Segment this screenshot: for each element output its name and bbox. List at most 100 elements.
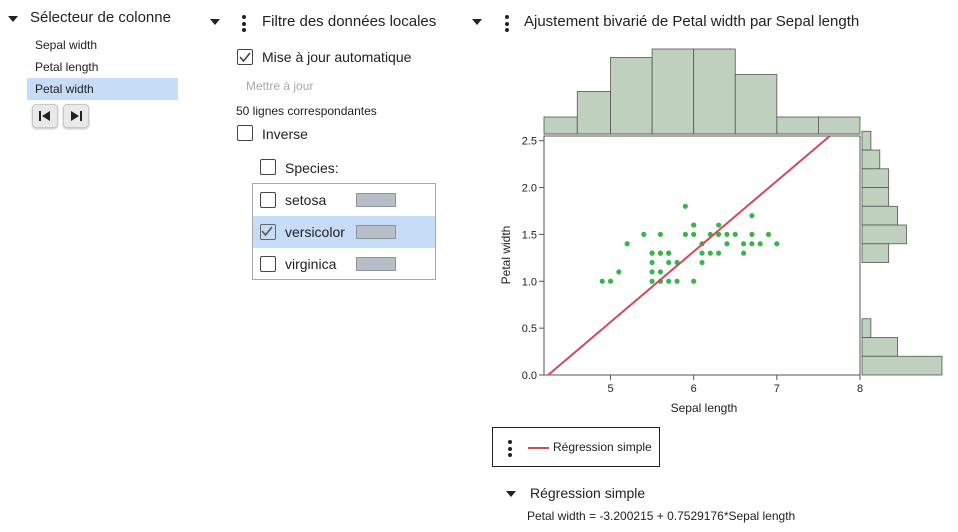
- data-point: [765, 231, 772, 238]
- x-histogram-bar: [543, 116, 578, 135]
- data-point: [699, 259, 705, 266]
- level-label: versicolor: [285, 224, 345, 240]
- inverse-label: Inverse: [262, 126, 308, 142]
- level-checkbox[interactable]: [260, 192, 276, 208]
- data-point: [691, 231, 697, 238]
- y-axis-label: Petal width: [499, 226, 513, 285]
- y-histogram-bar: [861, 205, 898, 226]
- level-color-swatch: [356, 257, 396, 271]
- collapse-triangle-icon[interactable]: [472, 19, 482, 25]
- first-column-button[interactable]: [32, 104, 58, 128]
- data-point: [757, 241, 763, 247]
- data-point: [691, 278, 697, 284]
- x-histogram-bar: [651, 48, 695, 135]
- column-item-sepal-width[interactable]: Sepal width: [35, 38, 98, 52]
- x-histogram-bar: [610, 57, 653, 135]
- data-point: [749, 241, 755, 247]
- level-row-versicolor[interactable]: versicolor: [253, 216, 435, 248]
- column-item-petal-length[interactable]: Petal length: [35, 60, 99, 74]
- data-point: [616, 269, 622, 275]
- data-point: [666, 259, 672, 266]
- species-label: Species:: [285, 160, 339, 176]
- auto-update-checkbox[interactable]: [237, 49, 253, 65]
- data-point: [749, 213, 755, 219]
- y-tick-label: 1.0: [522, 276, 537, 288]
- collapse-triangle-icon[interactable]: [8, 16, 18, 22]
- collapse-triangle-icon[interactable]: [506, 491, 516, 497]
- fit-legend-box: Régression simple: [492, 427, 660, 467]
- inverse-checkbox[interactable]: [237, 125, 253, 141]
- data-point: [657, 269, 664, 275]
- data-point: [691, 222, 697, 228]
- data-point: [682, 203, 688, 209]
- data-point: [716, 222, 722, 228]
- data-point: [649, 250, 655, 256]
- data-point: [657, 231, 664, 238]
- y-histogram-bar: [861, 318, 872, 338]
- y-histogram-bar: [861, 187, 890, 207]
- x-axis-label: Sepal length: [671, 401, 738, 415]
- update-button[interactable]: Mettre à jour: [246, 79, 314, 93]
- x-histogram-bar: [734, 74, 778, 135]
- data-point: [624, 241, 630, 247]
- level-row-virginica[interactable]: virginica: [253, 248, 435, 280]
- data-point: [641, 231, 647, 238]
- y-histogram-bar: [861, 168, 890, 188]
- y-tick-label: 2.0: [522, 183, 537, 195]
- x-histogram-bar: [818, 116, 861, 135]
- level-color-swatch: [356, 193, 396, 207]
- y-histogram: [861, 130, 943, 376]
- menu-dots-icon[interactable]: [505, 15, 509, 35]
- y-histogram-bar: [861, 149, 881, 170]
- menu-dots-icon[interactable]: [242, 15, 246, 35]
- data-point: [649, 269, 655, 275]
- species-checkbox[interactable]: [260, 159, 276, 175]
- column-list: Sepal width Petal length Petal width: [27, 34, 178, 100]
- menu-dots-icon[interactable]: [508, 440, 512, 460]
- x-histogram-bar: [693, 48, 736, 135]
- level-label: virginica: [285, 256, 337, 272]
- last-column-button[interactable]: [63, 104, 89, 128]
- data-point: [707, 250, 713, 256]
- y-tick-label: 0.5: [522, 323, 537, 335]
- y-tick-label: 0.0: [522, 370, 537, 382]
- x-tick-label: 5: [607, 383, 613, 395]
- y-histogram-bar: [861, 224, 907, 245]
- data-point: [774, 241, 780, 247]
- skip-first-icon: [39, 111, 50, 121]
- matching-rows-label: 50 lignes correspondantes: [236, 104, 377, 118]
- data-point: [724, 241, 730, 247]
- local-filter-title: Filtre des données locales: [262, 13, 437, 30]
- data-point: [649, 259, 655, 266]
- level-row-setosa[interactable]: setosa: [253, 184, 435, 216]
- scatter-points: [599, 203, 780, 284]
- data-point: [666, 278, 672, 284]
- bivariate-chart: 5 6 7 8 0.0 0.5 1.0 1.5 2.0 2.5 Sepal length Peta…: [499, 48, 943, 415]
- data-point: [716, 250, 722, 256]
- level-color-swatch: [356, 225, 396, 239]
- y-tick-label: 2.5: [522, 136, 537, 148]
- level-checkbox[interactable]: [260, 224, 276, 240]
- data-point: [699, 250, 705, 256]
- y-histogram-bar: [861, 243, 890, 263]
- collapse-triangle-icon[interactable]: [210, 19, 220, 25]
- species-level-list: setosa versicolor virginica: [252, 183, 436, 280]
- skip-last-icon: [71, 111, 82, 121]
- regression-equation: Petal width = -3.200215 + 0.7529176*Sepa…: [527, 509, 796, 523]
- data-point: [682, 231, 688, 238]
- level-label: setosa: [285, 192, 327, 208]
- data-point: [657, 250, 664, 256]
- regression-line-path: [547, 135, 831, 376]
- x-tick-label: 6: [691, 383, 697, 395]
- data-point: [674, 278, 680, 284]
- y-histogram-bar: [861, 355, 943, 376]
- data-point: [666, 250, 672, 256]
- data-point: [732, 231, 738, 238]
- x-tick-label: 8: [857, 383, 863, 395]
- x-histogram: [543, 48, 861, 135]
- regression-legend-label[interactable]: Régression simple: [553, 440, 652, 454]
- level-checkbox[interactable]: [260, 256, 276, 272]
- data-point: [649, 278, 655, 284]
- data-point: [740, 250, 747, 256]
- column-item-petal-width[interactable]: Petal width: [27, 78, 178, 100]
